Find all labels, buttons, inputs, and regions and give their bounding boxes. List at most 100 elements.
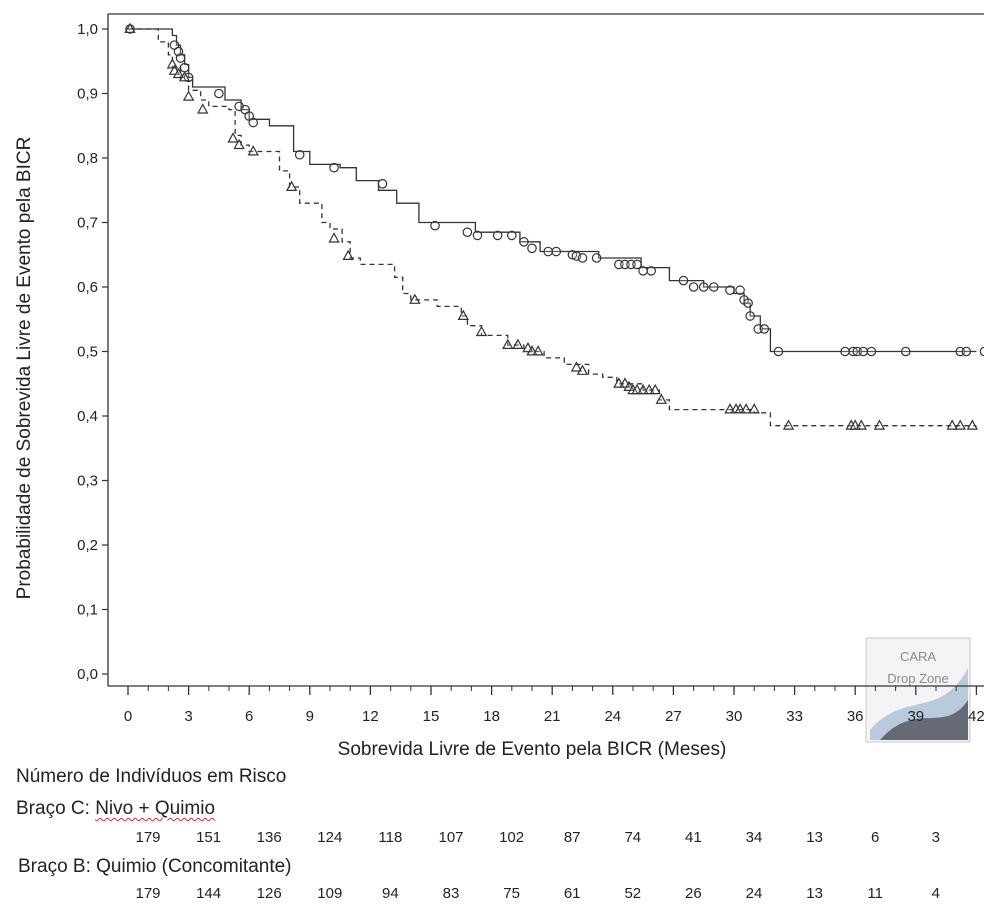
censor-marker-circle — [900, 346, 911, 357]
arm-c-prefix: Braço C: — [16, 798, 90, 819]
censor-marker-triangle — [124, 22, 136, 34]
censor-marker-triangle — [946, 419, 958, 430]
risk-count: 107 — [438, 829, 464, 846]
risk-count: 179 — [135, 885, 161, 902]
censor-marker-triangle — [966, 419, 979, 430]
censor-marker-triangle — [247, 145, 259, 156]
x-tick-label: 6 — [245, 708, 253, 725]
censor-marker-circle — [377, 179, 388, 189]
censor-marker-triangle — [197, 103, 209, 114]
censor-marker-circle — [519, 237, 529, 247]
watermark-line1: CARA — [900, 649, 936, 664]
risk-count: 109 — [317, 885, 343, 902]
series-layer — [124, 22, 984, 430]
censor-marker-triangle — [570, 361, 583, 372]
y-tick-label: 0,0 — [77, 666, 98, 683]
censor-marker-circle — [638, 266, 648, 276]
watermark-logo: CARA Drop Zone — [865, 637, 971, 743]
risk-count: 4 — [931, 885, 940, 902]
censor-marker-triangle — [166, 58, 179, 69]
risk-count: 144 — [196, 885, 222, 902]
censor-marker-triangle — [532, 345, 544, 356]
risk-count: 87 — [563, 829, 581, 846]
risk-count: 118 — [378, 829, 403, 846]
arm-b-name: Quimio (Concomitante) — [96, 856, 292, 877]
censor-marker-triangle — [285, 180, 298, 191]
x-tick-label: 42 — [968, 708, 984, 725]
y-tick-label: 0,6 — [77, 279, 98, 296]
risk-count: 3 — [931, 829, 940, 846]
x-tick-label: 39 — [907, 708, 924, 725]
km-chart: CARA Drop Zone 0,0 0,1 0,2 0,3 0,4 0,5 0,6 0,7 0… — [14, 13, 984, 760]
censor-marker-circle — [759, 324, 770, 334]
censor-marker-circle — [430, 220, 440, 231]
censor-marker-triangle — [227, 132, 239, 143]
censor-marker-circle — [527, 243, 537, 254]
y-tick-label: 0,4 — [77, 408, 98, 425]
y-tick-label: 0,7 — [77, 215, 98, 232]
risk-count: 74 — [624, 829, 642, 846]
censor-marker-triangle — [233, 138, 245, 150]
y-tick-label: 1,0 — [77, 21, 98, 38]
risk-count: 13 — [806, 885, 823, 902]
x-tick-label: 3 — [184, 708, 192, 725]
x-tick-label: 15 — [423, 708, 440, 725]
risk-count: 124 — [317, 829, 343, 846]
censor-marker-circle — [698, 282, 709, 292]
censor-marker-circle — [708, 282, 719, 292]
censor-marker-circle — [961, 346, 972, 357]
censor-marker-circle — [179, 62, 190, 73]
risk-count: 41 — [685, 829, 702, 846]
series-line-quimio — [128, 28, 977, 427]
x-tick-label: 33 — [786, 708, 803, 725]
risk-count: 24 — [745, 885, 763, 902]
axes: 0,00,10,20,30,40,50,60,70,80,91,00 3 6 9 12 1… — [77, 13, 984, 725]
risk-count: 94 — [382, 885, 399, 902]
censor-marker-circle — [329, 162, 339, 173]
risk-count: 6 — [871, 829, 880, 846]
risk-count: 75 — [503, 885, 520, 902]
y-tick-label: 0,1 — [77, 602, 98, 619]
censor-marker-circle — [506, 230, 517, 241]
y-axis-label: Probabilidade de Sobrevida Livre de Even… — [14, 137, 35, 600]
risk-count: 179 — [135, 829, 161, 846]
censor-marker-circle — [773, 346, 784, 357]
y-tick-label: 0,9 — [77, 86, 98, 103]
censor-marker-circle — [462, 227, 473, 237]
censor-marker-circle — [735, 285, 745, 296]
censor-marker-circle — [632, 259, 642, 270]
censor-marker-circle — [688, 282, 699, 292]
x-tick-label: 27 — [665, 708, 682, 725]
risk-count: 102 — [499, 829, 525, 846]
censor-marker-triangle — [576, 364, 589, 375]
risk-count: 13 — [806, 829, 823, 846]
censor-marker-circle — [745, 311, 755, 321]
y-tick-label: 0,2 — [77, 537, 98, 554]
y-tick-label: 0,8 — [77, 150, 98, 167]
x-tick-label: 9 — [306, 708, 314, 725]
y-tick-label: 0,5 — [77, 344, 98, 361]
censor-marker-triangle — [172, 67, 185, 79]
x-tick-label: 24 — [604, 708, 621, 725]
censor-marker-triangle — [178, 71, 191, 82]
censor-marker-triangle — [655, 393, 668, 404]
risk-row-arm-c: 1791511361241181071028774413413630 — [0, 829, 984, 851]
censor-marker-triangle — [342, 249, 354, 260]
arm-b-label: Braço B: Quimio (Concomitante) — [18, 856, 292, 878]
arm-c-label: Braço C: Nivo + Quimio — [16, 798, 215, 820]
x-tick-label: 21 — [544, 708, 561, 725]
censor-marker-circle — [175, 53, 186, 63]
arm-b-prefix: Braço B: — [18, 856, 91, 877]
censor-marker-triangle — [502, 338, 514, 349]
censor-marker-circle — [543, 246, 553, 257]
x-tick-label: 30 — [726, 708, 743, 725]
censor-marker-circle — [840, 346, 850, 357]
risk-count: 11 — [867, 885, 883, 902]
censor-marker-circle — [577, 253, 588, 263]
censor-marker-triangle — [855, 419, 867, 430]
x-tick-label: 36 — [847, 708, 864, 725]
censor-marker-circle — [858, 346, 869, 357]
censor-marker-circle — [646, 266, 656, 276]
risk-count: 151 — [196, 829, 222, 846]
censor-marker-triangle — [457, 309, 470, 320]
